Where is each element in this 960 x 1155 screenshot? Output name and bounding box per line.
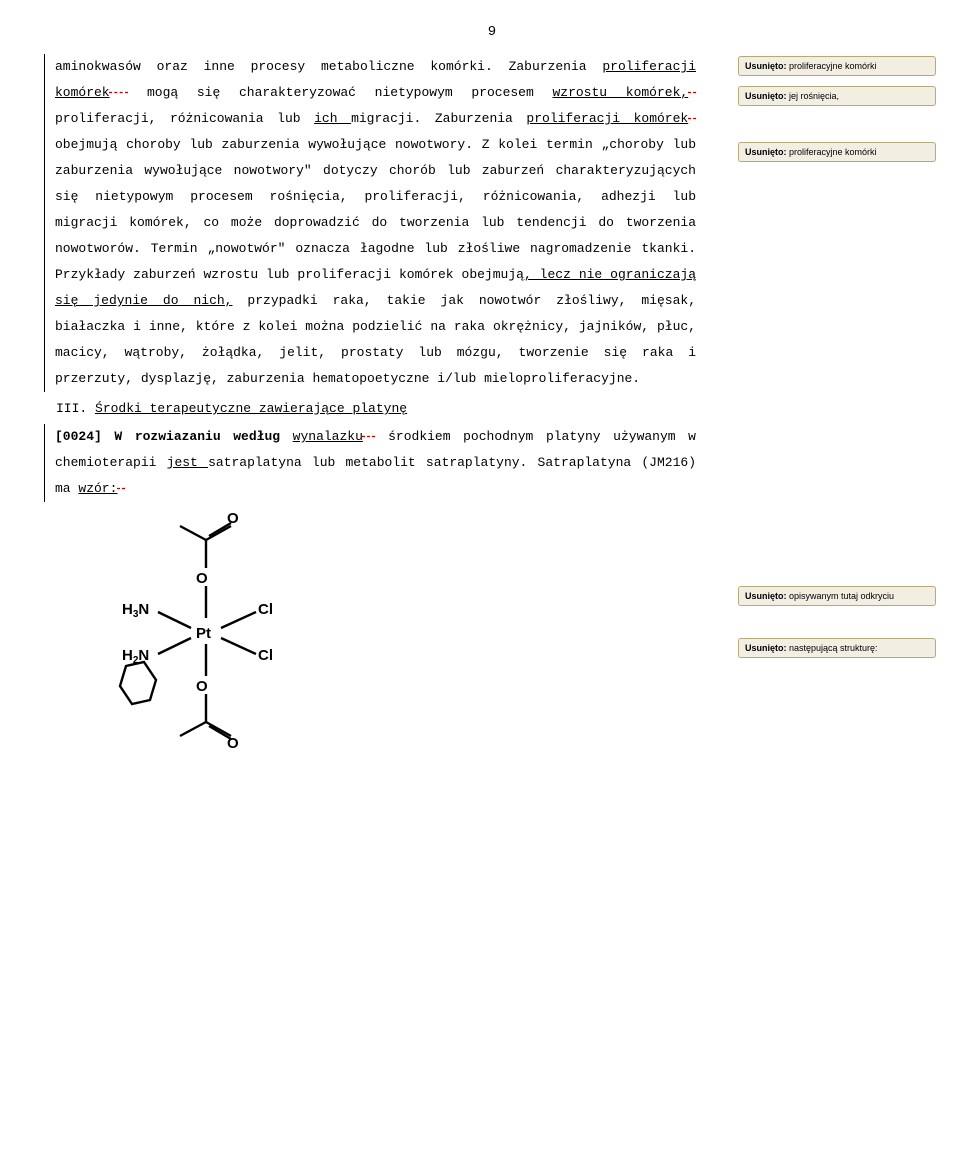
svg-text:O: O: [196, 678, 208, 695]
inserted-text: ich: [314, 111, 351, 126]
page-number: 9: [56, 18, 928, 46]
chemical-structure: O O O O Pt H3N H2N Cl Cl: [96, 510, 696, 765]
text: proliferacji, różnicowania lub: [55, 111, 314, 126]
svg-text:Cl: Cl: [258, 647, 273, 664]
text-bold: [0024] W rozwiazaniu według: [55, 429, 293, 444]
body-text: aminokwasów oraz inne procesy metabolicz…: [56, 54, 696, 765]
svg-text:H2N: H2N: [122, 647, 149, 666]
svg-text:H3N: H3N: [122, 601, 149, 620]
text: obejmują choroby lub zaburzenia wywołują…: [55, 137, 696, 282]
inserted-text: wzór:: [78, 481, 117, 496]
deleted-marker: [110, 85, 129, 100]
svg-text:O: O: [227, 510, 239, 527]
comment-text: proliferacyjne komórki: [787, 147, 877, 157]
comment-balloon: Usunięto: proliferacyjne komórki: [738, 142, 936, 162]
deleted-marker: [117, 481, 125, 496]
comment-label: Usunięto:: [745, 147, 787, 157]
comment-label: Usunięto:: [745, 91, 787, 101]
structure-svg: O O O O Pt H3N H2N Cl Cl: [96, 510, 316, 765]
inserted-text: proliferacji komórek: [526, 111, 688, 126]
svg-text:O: O: [196, 570, 208, 587]
svg-text:Cl: Cl: [258, 601, 273, 618]
deleted-marker: [688, 85, 696, 100]
text: III.: [56, 401, 95, 416]
comment-balloon: Usunięto: proliferacyjne komórki: [738, 56, 936, 76]
inserted-text: wzrostu komórek,: [552, 85, 688, 100]
text: aminokwasów oraz inne procesy metabolicz…: [55, 59, 602, 74]
deleted-marker: [363, 429, 376, 444]
comment-text: następującą strukturę:: [787, 643, 878, 653]
paragraph-heading: III. Środki terapeutyczne zawierające pl…: [56, 396, 696, 422]
comment-label: Usunięto:: [745, 643, 787, 653]
text: mogą się charakteryzować nietypowym proc…: [128, 85, 552, 100]
tracked-paragraph-1: aminokwasów oraz inne procesy metabolicz…: [44, 54, 696, 392]
inserted-text: jest: [167, 455, 208, 470]
deleted-marker: [688, 111, 696, 126]
page: 9 aminokwasów oraz inne procesy metaboli…: [0, 0, 960, 1155]
comment-label: Usunięto:: [745, 61, 787, 71]
comment-text: proliferacyjne komórki: [787, 61, 877, 71]
text: migracji. Zaburzenia: [351, 111, 526, 126]
comment-balloon: Usunięto: jej rośnięcia,: [738, 86, 936, 106]
svg-text:Pt: Pt: [196, 625, 211, 642]
comment-balloon: Usunięto: następującą strukturę:: [738, 638, 936, 658]
tracked-paragraph-2: [0024] W rozwiazaniu według wynalazku śr…: [44, 424, 696, 502]
svg-text:O: O: [227, 735, 239, 752]
comment-text: opisywanym tutaj odkryciu: [787, 591, 895, 601]
inserted-text: Środki terapeutyczne zawierające platynę: [95, 401, 407, 416]
inserted-text: wynalazku: [293, 429, 363, 444]
comment-label: Usunięto:: [745, 591, 787, 601]
comment-text: jej rośnięcia,: [787, 91, 840, 101]
comment-balloon: Usunięto: opisywanym tutaj odkryciu: [738, 586, 936, 606]
